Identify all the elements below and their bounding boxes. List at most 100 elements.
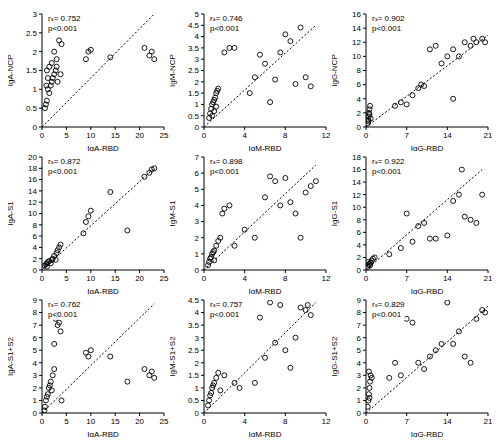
svg-text:21: 21	[484, 131, 492, 140]
svg-text:20: 20	[135, 417, 144, 426]
svg-text:2: 2	[33, 384, 38, 393]
svg-text:6: 6	[357, 334, 362, 343]
svg-text:14: 14	[352, 178, 361, 187]
svg-text:2: 2	[195, 234, 200, 243]
svg-text:25: 25	[160, 131, 169, 140]
svg-text:2: 2	[195, 359, 200, 368]
svg-text:4: 4	[195, 308, 200, 317]
svg-text:IgA-RBD: IgA-RBD	[87, 287, 119, 294]
svg-text:5: 5	[64, 274, 69, 283]
svg-text:2: 2	[195, 78, 200, 87]
svg-text:0: 0	[33, 409, 38, 418]
svg-text:18: 18	[28, 164, 37, 173]
svg-text:5: 5	[195, 10, 200, 19]
svg-text:16: 16	[352, 165, 361, 174]
svg-text:2.5: 2.5	[188, 66, 200, 75]
svg-text:3: 3	[195, 55, 200, 64]
svg-text:0: 0	[195, 266, 200, 275]
svg-text:12: 12	[352, 191, 361, 200]
svg-text:6: 6	[195, 169, 200, 178]
svg-text:14: 14	[28, 187, 37, 196]
svg-text:8: 8	[283, 274, 288, 283]
svg-text:1: 1	[195, 100, 200, 109]
svg-text:1: 1	[195, 250, 200, 259]
svg-text:12: 12	[322, 274, 331, 283]
svg-text:IgG-RBD: IgG-RBD	[411, 430, 444, 437]
svg-text:IgA-S1: IgA-S1	[8, 201, 15, 226]
svg-text:14: 14	[443, 131, 452, 140]
svg-text:0: 0	[33, 266, 38, 275]
svg-text:4: 4	[33, 243, 38, 252]
svg-text:12: 12	[352, 38, 361, 47]
svg-text:21: 21	[484, 274, 492, 283]
svg-text:2.5: 2.5	[26, 29, 38, 38]
svg-text:3.5: 3.5	[188, 321, 200, 330]
svg-text:4.5: 4.5	[188, 296, 200, 305]
svg-text:7: 7	[404, 274, 409, 283]
svg-text:0: 0	[364, 417, 369, 426]
svg-text:7: 7	[404, 131, 409, 140]
svg-text:8: 8	[283, 417, 288, 426]
svg-text:IgA-NCP: IgA-NCP	[8, 55, 15, 87]
svg-text:15: 15	[111, 274, 120, 283]
svg-text:6: 6	[357, 80, 362, 89]
svg-text:IgG-S1+S2: IgG-S1+S2	[332, 336, 339, 376]
svg-text:2: 2	[33, 48, 38, 57]
svg-text:3: 3	[33, 10, 38, 19]
svg-text:1.5: 1.5	[188, 89, 200, 98]
svg-text:0: 0	[202, 274, 207, 283]
svg-text:0: 0	[195, 409, 200, 418]
svg-text:7: 7	[195, 153, 200, 162]
svg-text:0.5: 0.5	[188, 396, 200, 405]
svg-text:IgG-RBD: IgG-RBD	[411, 287, 444, 294]
svg-text:5: 5	[33, 346, 38, 355]
svg-text:0: 0	[364, 131, 369, 140]
svg-text:3: 3	[357, 371, 362, 380]
svg-text:3: 3	[33, 371, 38, 380]
svg-text:2: 2	[357, 253, 362, 262]
svg-text:1: 1	[33, 85, 38, 94]
svg-text:10: 10	[28, 209, 37, 218]
svg-text:10: 10	[352, 52, 361, 61]
svg-text:8: 8	[33, 308, 38, 317]
svg-text:14: 14	[443, 274, 452, 283]
svg-text:4: 4	[195, 32, 200, 41]
svg-text:6: 6	[33, 334, 38, 343]
svg-text:IgM-NCP: IgM-NCP	[170, 54, 177, 87]
svg-text:2: 2	[357, 384, 362, 393]
svg-text:0: 0	[364, 274, 369, 283]
svg-text:1: 1	[195, 384, 200, 393]
svg-text:12: 12	[322, 131, 331, 140]
svg-text:4: 4	[195, 201, 200, 210]
svg-text:2: 2	[357, 109, 362, 118]
svg-text:4: 4	[242, 417, 247, 426]
svg-text:1.5: 1.5	[26, 66, 38, 75]
svg-text:1: 1	[33, 396, 38, 405]
svg-text:1: 1	[357, 396, 362, 405]
svg-text:8: 8	[33, 221, 38, 230]
svg-text:1.5: 1.5	[188, 371, 200, 380]
svg-text:25: 25	[160, 274, 169, 283]
svg-text:IgG-RBD: IgG-RBD	[411, 144, 444, 151]
svg-text:0: 0	[195, 123, 200, 132]
svg-text:IgA-RBD: IgA-RBD	[87, 144, 119, 151]
svg-text:7: 7	[404, 417, 409, 426]
svg-text:14: 14	[443, 417, 452, 426]
svg-text:0: 0	[40, 274, 45, 283]
svg-text:5: 5	[64, 417, 69, 426]
svg-text:0: 0	[40, 131, 45, 140]
svg-text:8: 8	[357, 216, 362, 225]
svg-text:IgG-NCP: IgG-NCP	[332, 54, 339, 86]
svg-text:4: 4	[242, 274, 247, 283]
svg-text:2.5: 2.5	[188, 346, 200, 355]
svg-text:6: 6	[357, 228, 362, 237]
svg-text:IgM-RBD: IgM-RBD	[249, 144, 282, 151]
svg-text:0: 0	[202, 131, 207, 140]
svg-text:15: 15	[111, 131, 120, 140]
svg-text:20: 20	[135, 131, 144, 140]
svg-text:IgM-S1+S2: IgM-S1+S2	[170, 336, 177, 377]
svg-text:4: 4	[357, 359, 362, 368]
svg-text:4: 4	[242, 131, 247, 140]
svg-text:8: 8	[357, 308, 362, 317]
svg-text:5: 5	[195, 185, 200, 194]
